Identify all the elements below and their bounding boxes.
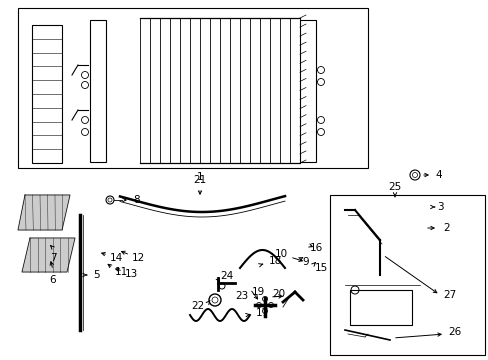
Text: 20: 20 bbox=[271, 289, 285, 299]
Text: 12: 12 bbox=[132, 253, 145, 263]
Bar bbox=[18, 8, 367, 168]
Text: 5: 5 bbox=[93, 270, 100, 280]
Text: 6: 6 bbox=[50, 275, 56, 285]
Text: 26: 26 bbox=[447, 327, 460, 337]
Text: 13: 13 bbox=[125, 269, 138, 279]
Text: 19: 19 bbox=[251, 287, 264, 297]
Text: 27: 27 bbox=[442, 290, 455, 300]
Polygon shape bbox=[22, 238, 75, 272]
Text: 16: 16 bbox=[309, 243, 323, 253]
Bar bbox=[90, 20, 106, 162]
Bar bbox=[349, 290, 411, 325]
Polygon shape bbox=[18, 195, 70, 230]
Text: 25: 25 bbox=[387, 182, 401, 192]
Text: 2: 2 bbox=[442, 223, 448, 233]
Text: 1: 1 bbox=[196, 172, 203, 182]
Text: 24: 24 bbox=[220, 271, 233, 281]
Text: 14: 14 bbox=[110, 253, 123, 263]
Text: 21: 21 bbox=[193, 175, 206, 185]
Text: 18: 18 bbox=[268, 256, 282, 266]
Text: 22: 22 bbox=[191, 301, 204, 311]
Text: 4: 4 bbox=[434, 170, 441, 180]
Text: 17: 17 bbox=[256, 308, 269, 318]
Text: 10: 10 bbox=[274, 249, 287, 259]
Bar bbox=[299, 20, 315, 162]
Text: 23: 23 bbox=[235, 291, 248, 301]
Text: 9: 9 bbox=[302, 257, 308, 267]
Text: 11: 11 bbox=[115, 267, 128, 277]
Text: 7: 7 bbox=[50, 253, 56, 263]
Text: 15: 15 bbox=[314, 263, 327, 273]
Bar bbox=[32, 25, 62, 163]
Text: 3: 3 bbox=[436, 202, 443, 212]
Bar bbox=[329, 195, 484, 355]
Text: 8: 8 bbox=[133, 195, 140, 205]
